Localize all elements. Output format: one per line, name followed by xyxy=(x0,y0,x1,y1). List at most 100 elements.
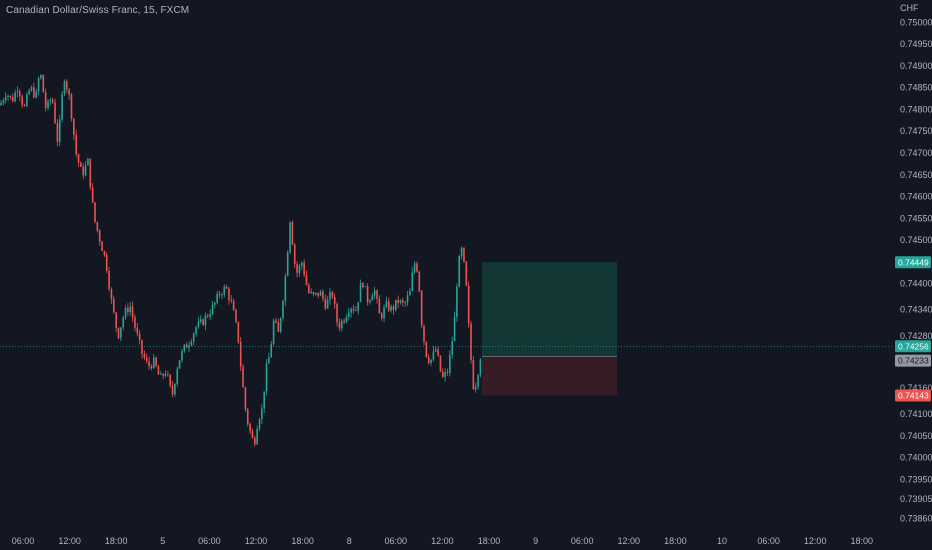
candle xyxy=(223,284,226,298)
position-zones xyxy=(482,262,617,396)
candle xyxy=(68,88,70,100)
candle xyxy=(174,383,176,397)
candle xyxy=(209,309,211,320)
svg-text:0.74143: 0.74143 xyxy=(898,390,929,400)
candle xyxy=(202,318,204,326)
candle xyxy=(479,358,482,378)
candle xyxy=(61,90,63,123)
price-axis[interactable]: CHF 0.75000 0.74950 0.74900 0.74850 0.74800 0.… xyxy=(892,0,932,550)
candle xyxy=(77,153,80,167)
y-tick-label: 0.74050 xyxy=(900,431,932,441)
candle xyxy=(315,292,317,297)
candle xyxy=(364,286,367,288)
y-tick-label: 0.74800 xyxy=(900,104,932,114)
x-tick-label: 06:00 xyxy=(198,536,221,546)
candle xyxy=(185,342,188,348)
candle xyxy=(228,286,230,305)
candle xyxy=(444,368,446,382)
candle xyxy=(150,364,153,371)
candle xyxy=(402,297,404,307)
candle xyxy=(26,92,28,108)
candle xyxy=(164,370,167,378)
x-tick-label: 18:00 xyxy=(291,536,314,546)
candle xyxy=(237,321,240,344)
candle xyxy=(350,307,352,318)
candle xyxy=(157,364,160,375)
candle xyxy=(249,422,251,435)
candle xyxy=(162,372,164,380)
candle xyxy=(49,97,52,106)
candle xyxy=(181,348,183,363)
candle xyxy=(263,391,265,413)
x-tick-label: 12:00 xyxy=(58,536,81,546)
candle xyxy=(84,160,87,177)
candle xyxy=(284,273,287,306)
candle xyxy=(47,99,49,111)
candle xyxy=(30,85,33,92)
candle xyxy=(2,97,5,106)
price-axis-background xyxy=(892,0,932,550)
candle xyxy=(87,157,89,166)
x-tick-label: 8 xyxy=(347,536,352,546)
candle xyxy=(362,282,364,289)
candle xyxy=(333,293,336,309)
candle xyxy=(305,270,308,286)
candle xyxy=(169,373,171,388)
candle xyxy=(453,311,456,342)
candle xyxy=(289,221,291,254)
y-tick-label: 0.74650 xyxy=(900,170,932,180)
candle xyxy=(458,254,461,288)
candle xyxy=(465,261,468,287)
candle xyxy=(218,291,221,298)
candle xyxy=(451,336,453,359)
candle xyxy=(343,318,345,325)
y-tick-label: 0.74600 xyxy=(900,192,932,202)
candle xyxy=(301,261,303,270)
candle xyxy=(167,370,169,377)
candle xyxy=(124,305,127,320)
y-tick-label: 0.74400 xyxy=(900,279,932,289)
profit-target-zone[interactable] xyxy=(482,262,617,357)
y-tick-label: 0.74550 xyxy=(900,213,932,223)
candle xyxy=(467,281,470,328)
candle xyxy=(246,408,249,427)
candle xyxy=(216,290,218,305)
candle xyxy=(16,86,19,98)
candle xyxy=(338,318,341,332)
candle xyxy=(380,311,383,321)
candle xyxy=(148,356,150,370)
x-tick-label: 9 xyxy=(533,536,538,546)
y-tick-label: 0.73860 xyxy=(900,514,932,524)
candle xyxy=(232,298,235,311)
candle xyxy=(204,312,207,331)
candle xyxy=(366,283,369,306)
candle xyxy=(197,316,200,330)
candle xyxy=(19,88,21,102)
candle xyxy=(474,382,477,393)
candle xyxy=(211,301,214,316)
candle xyxy=(23,103,26,107)
candle xyxy=(82,163,85,179)
candle xyxy=(122,315,124,331)
candle xyxy=(221,292,223,300)
candle xyxy=(348,307,350,321)
target-price-badge: 0.74449 xyxy=(895,256,931,269)
candle xyxy=(141,339,143,359)
candle xyxy=(357,301,359,315)
time-axis[interactable]: 06:00 12:00 18:00 5 06:00 12:00 18:00 8 06:00 12:… xyxy=(12,536,873,546)
candle xyxy=(103,250,106,257)
candle xyxy=(152,353,155,369)
x-tick-label: 12:00 xyxy=(618,536,641,546)
candle xyxy=(21,94,23,108)
candle xyxy=(387,297,390,313)
candle xyxy=(425,341,428,358)
candle xyxy=(192,332,195,346)
candle xyxy=(383,304,385,323)
stop-loss-zone[interactable] xyxy=(482,356,617,396)
candle xyxy=(256,425,258,445)
y-tick-label: 0.74000 xyxy=(900,453,932,463)
candle xyxy=(101,240,103,251)
candle xyxy=(230,295,233,304)
